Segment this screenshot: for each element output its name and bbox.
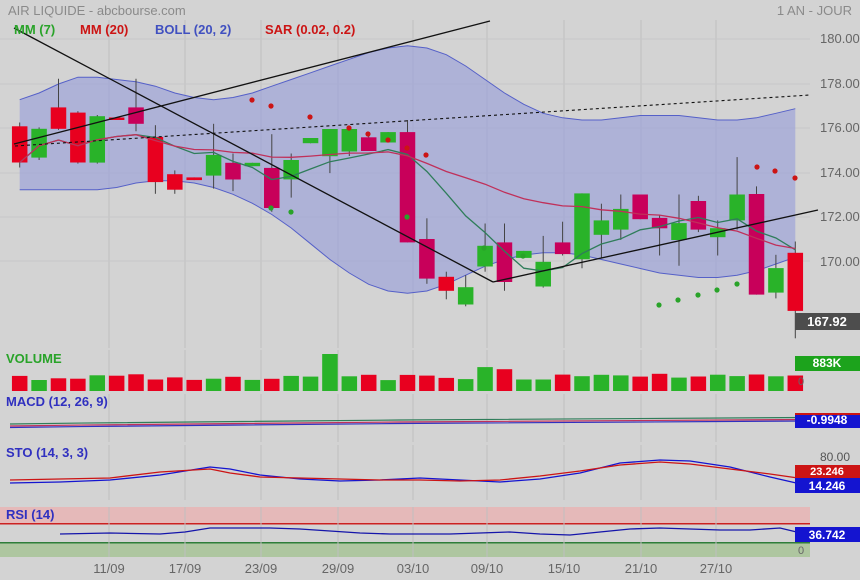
svg-text:174.00: 174.00 [820, 165, 860, 180]
svg-text:MM (7): MM (7) [14, 22, 55, 37]
svg-text:27/10: 27/10 [700, 561, 733, 576]
svg-text:11/09: 11/09 [93, 561, 125, 576]
svg-text:RSI (14): RSI (14) [6, 507, 54, 522]
svg-text:0: 0 [798, 376, 804, 388]
svg-text:BOLL (20, 2): BOLL (20, 2) [155, 22, 231, 37]
svg-text:883K: 883K [813, 356, 842, 370]
svg-text:21/10: 21/10 [625, 561, 658, 576]
svg-text:0: 0 [798, 545, 804, 557]
svg-text:14.246: 14.246 [809, 479, 846, 493]
svg-text:MACD (12, 26, 9): MACD (12, 26, 9) [6, 394, 108, 409]
svg-text:-0.9948: -0.9948 [807, 413, 848, 427]
svg-text:03/10: 03/10 [397, 561, 430, 576]
svg-text:23/09: 23/09 [245, 561, 278, 576]
svg-text:167.92: 167.92 [807, 314, 847, 329]
svg-text:176.00: 176.00 [820, 120, 860, 135]
svg-text:180.00: 180.00 [820, 31, 860, 46]
svg-text:15/10: 15/10 [548, 561, 581, 576]
svg-text:STO (14, 3, 3): STO (14, 3, 3) [6, 445, 88, 460]
svg-text:36.742: 36.742 [809, 528, 846, 542]
svg-text:MM (20): MM (20) [80, 22, 128, 37]
svg-text:172.00: 172.00 [820, 209, 860, 224]
svg-text:178.00: 178.00 [820, 76, 860, 91]
svg-text:23.246: 23.246 [810, 466, 844, 478]
svg-text:SAR (0.02, 0.2): SAR (0.02, 0.2) [265, 22, 355, 37]
svg-text:VOLUME: VOLUME [6, 351, 62, 366]
svg-text:29/09: 29/09 [322, 561, 355, 576]
svg-text:09/10: 09/10 [471, 561, 504, 576]
svg-text:80.00: 80.00 [820, 450, 850, 464]
svg-text:17/09: 17/09 [169, 561, 202, 576]
svg-text:170.00: 170.00 [820, 254, 860, 269]
